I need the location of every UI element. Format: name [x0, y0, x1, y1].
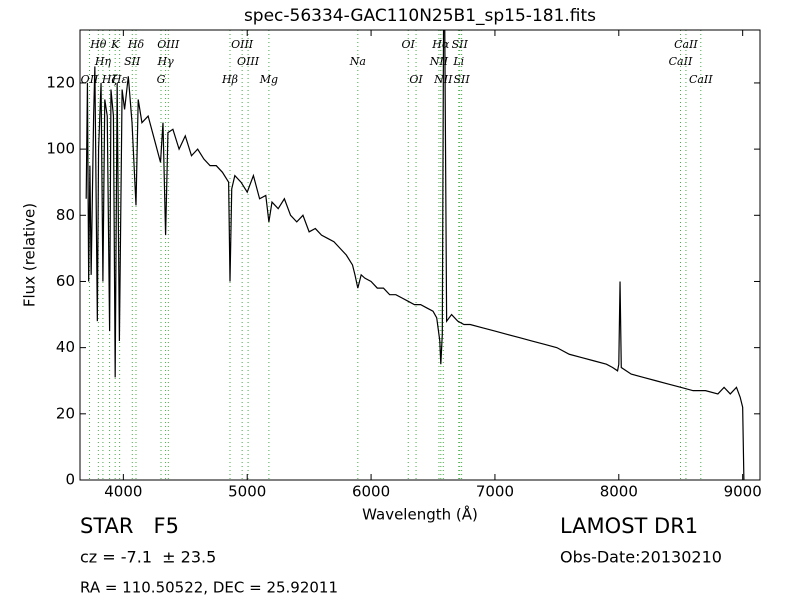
spectrum-line	[85, 30, 745, 480]
plot-frame	[79, 29, 761, 481]
y-tick-label: 80	[56, 206, 75, 224]
y-axis-label: Flux (relative)	[21, 203, 39, 307]
spectral-line-label: Hη	[94, 55, 112, 68]
spectral-line-label: OIII	[157, 38, 180, 51]
spectral-line-label: SII	[452, 38, 469, 51]
y-tick-label: 120	[46, 73, 75, 91]
x-axis-label: Wavelength (Å)	[362, 505, 478, 524]
spectral-line-label: OIII	[231, 38, 254, 51]
spectral-line-label: Hδ	[127, 38, 145, 51]
spectral-line-label: Hα	[431, 38, 450, 51]
date-label: Obs-Date:20130210	[560, 548, 722, 567]
x-tick-label: 5000	[228, 483, 266, 501]
y-tick-label: 100	[46, 140, 75, 158]
spectral-line-label: CaII	[674, 38, 698, 51]
spectral-line-label: Hθ	[89, 38, 107, 51]
spectral-line-label: Hζ	[101, 73, 119, 86]
class-label: STAR F5	[80, 514, 179, 538]
spectral-line-label: Mg	[259, 73, 278, 86]
spectral-line-label: OIII	[237, 55, 260, 68]
cz-label: cz = -7.1 ± 23.5	[80, 548, 216, 567]
spectral-line-label: OII	[81, 73, 99, 86]
spectral-line-label: OI	[409, 73, 423, 86]
x-tick-label: 8000	[600, 483, 638, 501]
chart-title: spec-56334-GAC110N25B1_sp15-181.fits	[244, 6, 596, 26]
spectral-line-label: CaII	[669, 55, 693, 68]
spectral-line-label: SII	[454, 73, 471, 86]
spectral-line-label: G	[157, 73, 166, 86]
spectral-line-label: OI	[402, 38, 416, 51]
x-tick-label: 6000	[352, 483, 390, 501]
x-tick-label: 4000	[104, 483, 142, 501]
x-tick-label: 7000	[476, 483, 514, 501]
x-tick-label: 9000	[724, 483, 762, 501]
spectral-line-label: Hβ	[221, 73, 238, 86]
spectral-line-label: Na	[349, 55, 366, 68]
spectral-line-label: Li	[452, 55, 464, 68]
y-tick-label: 60	[56, 272, 75, 290]
spectral-line-label: K	[110, 38, 120, 51]
survey-label: LAMOST DR1	[560, 514, 698, 538]
y-tick-label: 20	[56, 404, 75, 422]
y-tick-label: 40	[56, 338, 75, 356]
spectral-line-label: Hε	[111, 73, 128, 86]
spectral-line-label: NII	[429, 55, 449, 68]
spectral-line-label: CaII	[689, 73, 713, 86]
y-tick-label: 0	[65, 471, 75, 489]
spectral-line-label: Hγ	[157, 55, 175, 68]
spectral-line-label: SII	[124, 55, 141, 68]
coord-label: RA = 110.50522, DEC = 25.92011	[80, 579, 338, 597]
